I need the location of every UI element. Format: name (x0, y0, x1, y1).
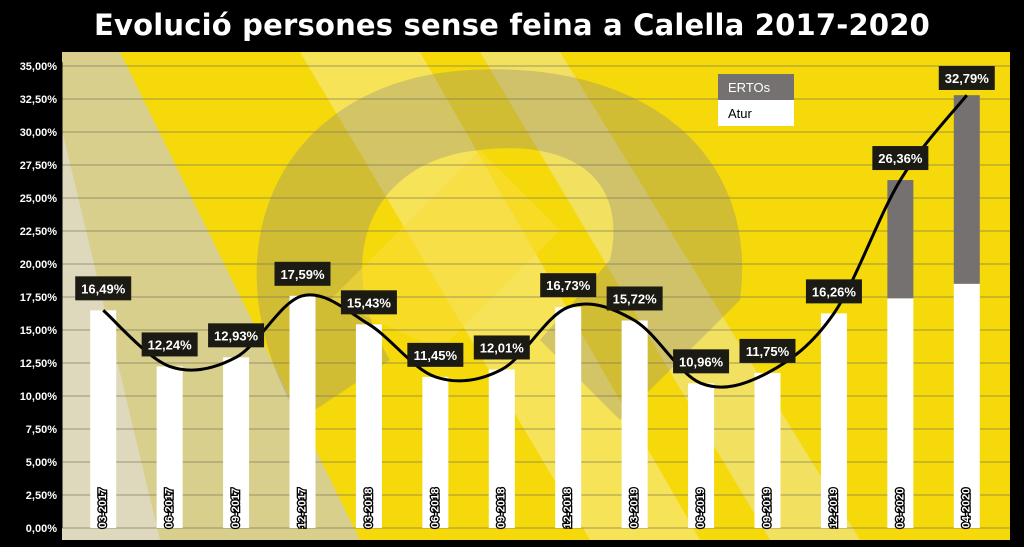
legend-swatch-ertos (718, 74, 794, 100)
bar-atur (488, 369, 515, 528)
y-tick-label: 17,50% (20, 292, 58, 304)
bar-atur (156, 366, 183, 528)
x-category-label: 09-2018 (496, 488, 508, 528)
data-label: 12,24% (148, 337, 193, 352)
data-label-box (540, 273, 597, 298)
bar-atur (688, 383, 715, 528)
data-label-box (407, 342, 464, 367)
data-labels: 16,49% 12,24% 12,93% 17,59% 15,43% 11,45% 12,0… (75, 66, 995, 374)
data-label: 12,01% (480, 340, 525, 355)
trend-line-group (102, 94, 968, 389)
data-label: 16,26% (812, 284, 857, 299)
trend-line (102, 94, 968, 389)
data-label-box (473, 335, 530, 360)
y-tick-label: 25,00% (20, 193, 58, 205)
data-label: 12,93% (214, 328, 259, 343)
plot-background (62, 52, 1010, 540)
y-tick-label: 2,50% (26, 490, 57, 502)
bg-watermark-shape (256, 69, 743, 420)
data-label: 26,36% (878, 151, 923, 166)
x-category-label: 03-2018 (363, 488, 375, 528)
x-category-label: 09-2019 (761, 488, 773, 528)
x-category-label: 12-2017 (296, 488, 308, 528)
data-label: 11,45% (414, 348, 458, 363)
x-category-label: 03-2020 (894, 488, 906, 528)
y-tick-label: 15,00% (20, 325, 58, 337)
bar-atur (90, 310, 117, 528)
legend-swatch-atur (718, 100, 794, 126)
legend-label-atur: Atur (728, 106, 753, 121)
data-label: 17,59% (280, 267, 325, 282)
data-label: 16,73% (546, 278, 591, 293)
y-tick-label: 5,00% (26, 457, 57, 469)
bar-atur (289, 295, 316, 528)
gridlines (62, 65, 1010, 529)
bar-atur (555, 307, 582, 528)
y-tick-label: 35,00% (20, 61, 58, 73)
x-category-label: 12-2018 (562, 488, 574, 528)
y-tick-label: 20,00% (20, 259, 58, 271)
data-label-box (872, 146, 929, 171)
legend: ERTOs Atur (718, 74, 794, 126)
data-label-box (805, 279, 862, 304)
y-tick-label: 27,50% (20, 160, 58, 172)
y-tick-label: 22,50% (20, 226, 58, 238)
data-label: 16,49% (81, 281, 126, 296)
data-label: 11,75% (746, 344, 790, 359)
y-tick-label: 0,00% (26, 523, 57, 535)
x-category-label: 06-2017 (164, 488, 176, 528)
y-axis: 0,00% 2,50% 5,00% 7,50% 10,00% 12,50% 15,00% 17… (20, 61, 63, 535)
chart-title-bar: Evolució persones sense feina a Calella … (0, 0, 1024, 50)
data-label: 15,72% (613, 291, 658, 306)
y-tick-label: 10,00% (20, 391, 58, 403)
x-category-label: 06-2018 (429, 488, 441, 528)
data-label-box (673, 349, 730, 374)
bar-atur (355, 324, 382, 528)
data-label-box (75, 276, 132, 301)
x-category-label: 03-2019 (629, 488, 641, 528)
data-label: 32,79% (945, 71, 990, 86)
bar-atur (223, 357, 250, 528)
x-category-label: 12-2019 (828, 488, 840, 528)
bar-atur (887, 298, 914, 528)
data-label: 10,96% (679, 354, 724, 369)
bg-stripe-left (62, 52, 360, 540)
x-category-label: 09-2017 (230, 488, 242, 528)
data-label-box (208, 323, 265, 348)
y-tick-label: 12,50% (20, 358, 58, 370)
x-category-label: 04-2020 (961, 488, 973, 528)
bars: 03-2017 06-2017 09-2017 12-2017 03-2018 06-20… (90, 95, 980, 529)
legend-label-ertos: ERTOs (728, 80, 771, 95)
bar-ertos (953, 95, 980, 284)
x-category-label: 03-2017 (97, 488, 109, 528)
y-tick-label: 7,50% (26, 424, 57, 436)
bar-atur (820, 313, 847, 528)
bar-atur (953, 283, 980, 528)
data-label-box (340, 290, 397, 315)
data-label-box (274, 261, 331, 286)
y-tick-label: 32,50% (20, 94, 58, 106)
data-label: 15,43% (347, 295, 392, 310)
bar-atur (621, 320, 648, 528)
data-label-box (938, 66, 995, 90)
bar-atur (754, 372, 781, 528)
bg-stripe-1 (300, 52, 700, 540)
data-label-box (739, 338, 796, 363)
bar-ertos (887, 180, 914, 299)
x-category-label: 06-2019 (695, 488, 707, 528)
chart-title: Evolució persones sense feina a Calella … (93, 8, 931, 42)
y-tick-label: 30,00% (20, 127, 58, 139)
data-label-box (606, 286, 663, 311)
bar-atur (422, 376, 449, 528)
data-label-box (141, 332, 198, 357)
